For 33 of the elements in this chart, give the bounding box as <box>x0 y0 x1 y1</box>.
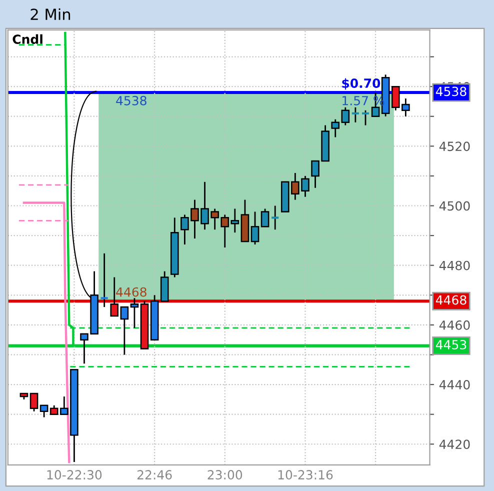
candlestick <box>250 211 260 246</box>
y-tick-label: 4440 <box>439 380 470 390</box>
y-tick-label: 4480 <box>439 260 470 270</box>
line-series <box>22 202 70 464</box>
annotation: 4468 <box>116 287 146 297</box>
ref-line-label: 4468 <box>436 295 466 305</box>
x-tick-label: 10-23:16 <box>278 470 333 480</box>
candlestick <box>130 297 139 329</box>
candlestick <box>350 106 360 124</box>
candlestick <box>160 270 169 302</box>
annotation: Cndl <box>12 34 42 44</box>
candlestick <box>100 252 109 308</box>
candlestick <box>331 118 340 138</box>
candlestick <box>270 205 280 230</box>
candlestick <box>40 404 48 418</box>
annotation: 4538 <box>116 96 146 106</box>
candlestick <box>360 110 370 126</box>
candlestick <box>341 106 350 126</box>
y-tick-label: 4520 <box>439 142 470 152</box>
chart-title: 2 Min <box>30 8 70 20</box>
annotation: $0.70 <box>342 78 380 90</box>
x-tick-label: 10-22:30 <box>47 470 102 480</box>
x-tick-label: 23:00 <box>208 470 242 480</box>
candlestick <box>30 392 38 412</box>
y-tick-label: 4500 <box>439 201 470 211</box>
candlestick <box>260 208 270 228</box>
ref-line-label: 4538 <box>436 86 466 96</box>
ref-line-label: 4453 <box>436 340 466 350</box>
x-tick-label: 22:46 <box>137 470 172 480</box>
y-tick-label: 4420 <box>439 440 470 450</box>
candlestick <box>120 306 129 356</box>
candlestick <box>230 208 240 234</box>
y-tick-label: 4460 <box>439 320 470 330</box>
